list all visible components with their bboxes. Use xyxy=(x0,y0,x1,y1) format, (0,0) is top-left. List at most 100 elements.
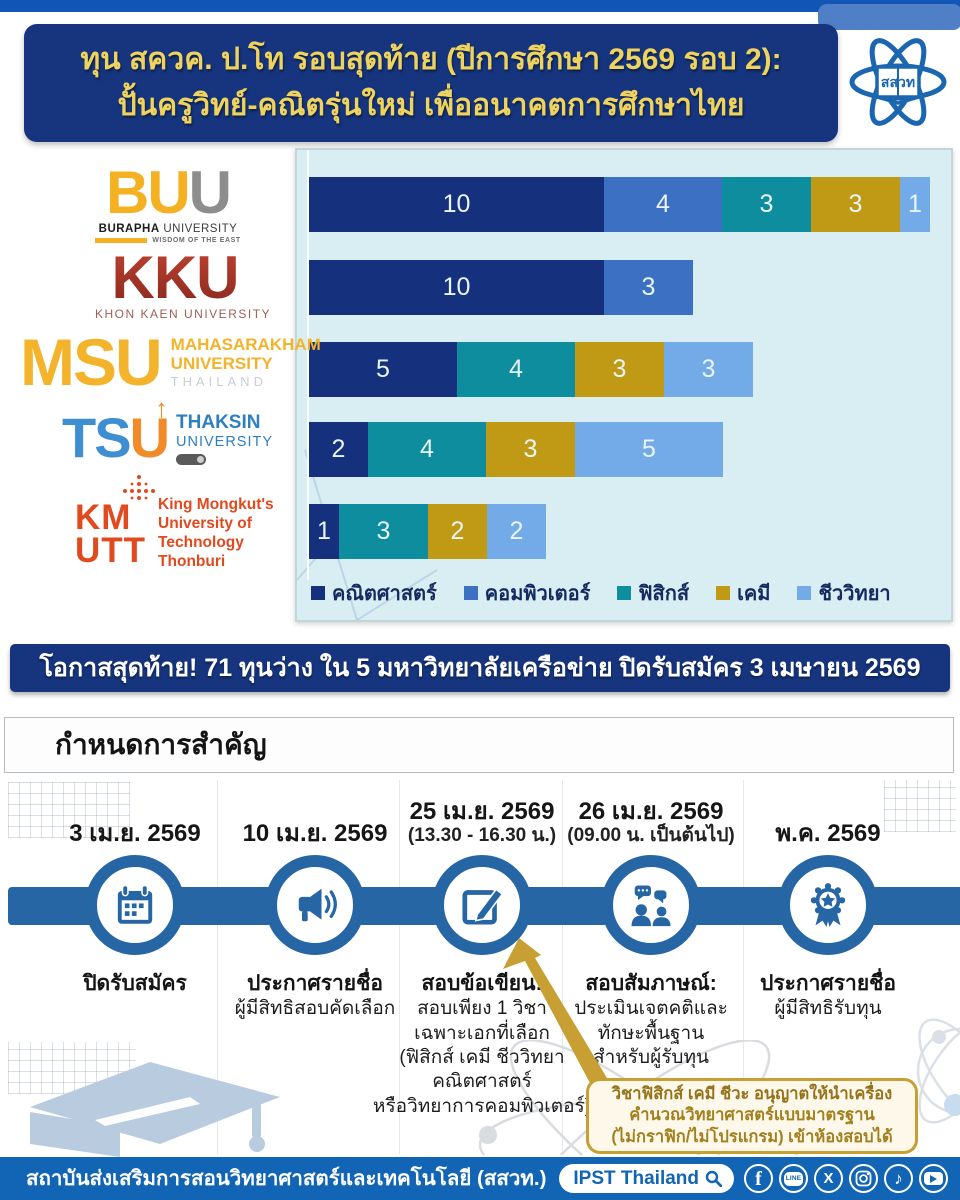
milestone-date-text: 26 เม.ย. 2569 xyxy=(578,797,724,825)
search-icon xyxy=(705,1170,722,1187)
msu-logo: MSU MAHASARAKHAM UNIVERSITY THAILAND xyxy=(20,325,321,399)
buu-tagline: WISDOM OF THE EAST xyxy=(88,237,248,244)
tsu-arrow-icon: ↑ xyxy=(155,393,168,424)
buu-logo: BUU BURAPHA UNIVERSITY WISDOM OF THE EAS… xyxy=(88,159,248,244)
calculator-callout: วิชาฟิสิกส์ เคมี ชีวะ อนุญาตให้นำเครื่อง… xyxy=(586,1078,918,1154)
buu-name: BURAPHA UNIVERSITY xyxy=(98,223,238,235)
legend-item: ชีววิทยา xyxy=(797,577,891,609)
interview-icon xyxy=(631,885,671,927)
kmutt-name: King Mongkut's University of Technology … xyxy=(158,496,274,570)
milestone-line: ผู้มีสิทธิสอบคัดเลือก xyxy=(234,998,396,1020)
graduation-cap-watermark xyxy=(30,1062,280,1157)
milestone-date-text: 3 เม.ย. 2569 xyxy=(69,820,201,848)
ipst-search-label: IPST Thailand xyxy=(573,1167,699,1189)
page-title-line1: ทุน สควค. ป.โท รอบสุดท้าย (ปีการศึกษา 25… xyxy=(80,42,782,76)
milestone-line: ประเมินเจตคติและ xyxy=(574,998,728,1020)
bar-segment-KMUTT: 3 xyxy=(339,504,428,559)
bar-segment-KKU: 10 xyxy=(309,260,604,315)
schedule-title-box: กำหนดการสำคัญ xyxy=(4,717,954,773)
bar-segment-MSU: 3 xyxy=(664,342,753,397)
milestone-date-sub: (13.30 - 16.30 น.) xyxy=(407,825,557,847)
bar-segment-TSU: 3 xyxy=(486,422,575,477)
pencil-icon xyxy=(462,888,504,925)
ipst-search-pill[interactable]: IPST Thailand xyxy=(559,1164,734,1193)
legend-item: เคมี xyxy=(716,577,770,609)
facebook-icon[interactable]: f xyxy=(744,1164,773,1193)
kmutt-abbr: KM UTT xyxy=(75,474,156,568)
grid-texture xyxy=(884,780,956,832)
bar-segment-BUU: 1 xyxy=(900,177,930,232)
atom-icon: สสวท xyxy=(849,38,947,126)
footer-org-name: สถาบันส่งเสริมการสอนวิทยาศาสตร์และเทคโนโ… xyxy=(26,1167,547,1190)
callout-line: (ไม่กราฟิก/ไม่โปรแกรม) เข้าห้องสอบได้ xyxy=(611,1127,893,1146)
tsu-name: THAKSIN UNIVERSITY xyxy=(176,412,273,465)
tsu-abbr: TSU ↑ xyxy=(62,393,170,470)
social-icons: f LINE X ♪ xyxy=(744,1164,948,1193)
bar-row-KKU: 10 3 xyxy=(309,260,693,315)
msu-abbr: MSU xyxy=(20,325,163,399)
legend-label: ชีววิทยา xyxy=(818,583,891,605)
bar-segment-BUU: 3 xyxy=(722,177,811,232)
bar-segment-MSU: 5 xyxy=(309,342,457,397)
milestone-date-4: 26 เม.ย. 2569 (09.00 น. เป็นต้นไป) xyxy=(567,788,735,848)
award-icon xyxy=(810,883,846,927)
kku-abbr: KKU xyxy=(95,248,255,308)
milestone-line: หรือวิทยาการคอมพิวเตอร์) xyxy=(372,1095,592,1117)
tsu-logo: TSU ↑ THAKSIN UNIVERSITY xyxy=(62,393,273,470)
milestone-date-1: 3 เม.ย. 2569 xyxy=(69,788,201,848)
page-title-line2: ปั้นครูวิทย์-คณิตรุ่นใหม่ เพื่ออนาคตการศ… xyxy=(117,89,745,122)
deadline-banner: โอกาสสุดท้าย! 71 ทุนว่าง ใน 5 มหาวิทยาลั… xyxy=(10,644,950,692)
bar-segment-BUU: 10 xyxy=(309,177,604,232)
grid-texture xyxy=(8,1042,136,1094)
milestone-label-3: สอบข้อเขียน: สอบเพียง 1 วิชา เฉพาะเอกที่เล… xyxy=(373,970,591,1119)
milestone-title: สอบข้อเขียน: xyxy=(421,972,543,995)
milestone-line: เฉพาะเอกที่เลือก xyxy=(414,1022,550,1044)
bar-segment-BUU: 4 xyxy=(604,177,722,232)
milestone-title: ประกาศรายชื่อ xyxy=(247,972,383,995)
bar-segment-KMUTT: 2 xyxy=(487,504,546,559)
legend-label: ฟิสิกส์ xyxy=(638,583,690,605)
milestone-circle-award xyxy=(778,855,878,955)
kmutt-logo: KM UTT King Mongkut's University of Tech… xyxy=(75,474,274,572)
milestone-line: คณิตศาสตร์ xyxy=(432,1071,532,1093)
milestone-title: ประกาศรายชื่อ xyxy=(760,972,896,995)
schedule-title: กำหนดการสำคัญ xyxy=(55,729,267,760)
footer-bar: สถาบันส่งเสริมการสอนวิทยาศาสตร์และเทคโนโ… xyxy=(0,1157,960,1200)
kmutt-dots-icon xyxy=(123,474,156,500)
milestone-line: (ฟิสิกส์ เคมี ชีววิทยา xyxy=(399,1046,565,1068)
x-icon[interactable]: X xyxy=(814,1164,843,1193)
instagram-icon[interactable] xyxy=(849,1164,878,1193)
bar-row-BUU: 10 4 3 3 1 xyxy=(309,177,930,232)
bar-segment-MSU: 4 xyxy=(457,342,575,397)
line-icon[interactable]: LINE xyxy=(779,1164,808,1193)
milestone-label-1: ปิดรับสมัคร xyxy=(83,970,187,997)
milestone-date-2: 10 เม.ย. 2569 xyxy=(243,788,388,848)
ipst-atom-logo: สสวท xyxy=(842,24,954,140)
kku-name: KHON KAEN UNIVERSITY xyxy=(95,307,272,321)
kku-logo: KKU KHON KAEN UNIVERSITY xyxy=(95,248,272,322)
legend-label: เคมี xyxy=(737,583,771,605)
milestone-date-3: 25 เม.ย. 2569 (13.30 - 16.30 น.) xyxy=(408,788,556,848)
legend-swatch xyxy=(617,586,632,600)
legend-swatch xyxy=(463,586,478,600)
legend-label: คณิตศาสตร์ xyxy=(332,583,437,605)
milestone-circle-calendar xyxy=(85,855,185,955)
buu-abbr: BUU xyxy=(105,159,232,226)
column-divider xyxy=(399,780,400,1154)
deadline-banner-text: โอกาสสุดท้าย! 71 ทุนว่าง ใน 5 มหาวิทยาลั… xyxy=(39,654,921,682)
milestone-title: ปิดรับสมัคร xyxy=(83,972,187,995)
chart-panel: 10 4 3 3 1 10 3 5 4 3 3 2 4 3 5 1 3 2 2 คณิตศาสตร์ คอมพิวเต… xyxy=(295,148,953,622)
youtube-icon[interactable] xyxy=(919,1164,948,1193)
column-divider xyxy=(743,780,744,1154)
chart-legend: คณิตศาสตร์ คอมพิวเตอร์ ฟิสิกส์ เคมี ชีววิทยา xyxy=(311,577,891,609)
milestone-date-text: พ.ค. 2569 xyxy=(775,820,881,848)
calendar-icon xyxy=(117,884,153,924)
milestone-title: สอบสัมภาษณ์: xyxy=(585,972,717,995)
legend-swatch xyxy=(716,586,731,600)
legend-label: คอมพิวเตอร์ xyxy=(484,583,591,605)
bar-segment-MSU: 3 xyxy=(575,342,664,397)
bar-segment-BUU: 3 xyxy=(811,177,900,232)
tiktok-icon[interactable]: ♪ xyxy=(884,1164,913,1193)
